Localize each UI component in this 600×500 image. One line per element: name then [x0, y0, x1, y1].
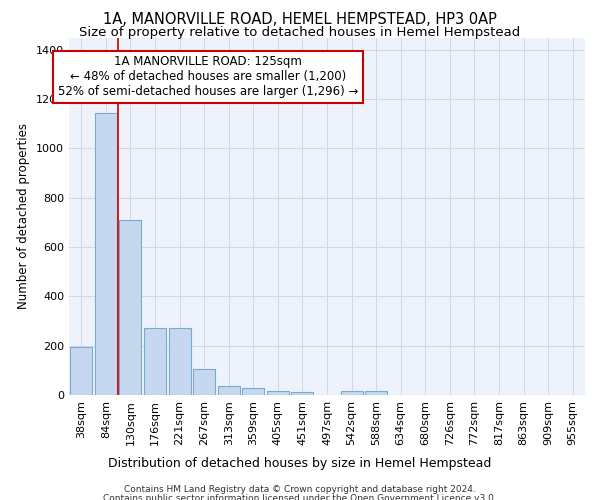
Text: Contains HM Land Registry data © Crown copyright and database right 2024.: Contains HM Land Registry data © Crown c…	[124, 485, 476, 494]
Bar	[218, 386, 240, 395]
Bar	[193, 369, 215, 395]
Text: 1A, MANORVILLE ROAD, HEMEL HEMPSTEAD, HP3 0AP: 1A, MANORVILLE ROAD, HEMEL HEMPSTEAD, HP…	[103, 12, 497, 28]
Bar	[95, 112, 117, 395]
Y-axis label: Number of detached properties: Number of detached properties	[17, 123, 31, 309]
Bar	[267, 392, 289, 395]
Text: 1A MANORVILLE ROAD: 125sqm
← 48% of detached houses are smaller (1,200)
52% of s: 1A MANORVILLE ROAD: 125sqm ← 48% of deta…	[58, 56, 359, 98]
Text: Size of property relative to detached houses in Hemel Hempstead: Size of property relative to detached ho…	[79, 26, 521, 39]
Bar	[169, 328, 191, 395]
Bar	[144, 328, 166, 395]
Bar	[341, 392, 362, 395]
Text: Contains public sector information licensed under the Open Government Licence v3: Contains public sector information licen…	[103, 494, 497, 500]
Bar	[292, 392, 313, 395]
Bar	[365, 392, 387, 395]
Text: Distribution of detached houses by size in Hemel Hempstead: Distribution of detached houses by size …	[109, 458, 491, 470]
Bar	[119, 220, 142, 395]
Bar	[70, 347, 92, 395]
Bar	[242, 388, 265, 395]
